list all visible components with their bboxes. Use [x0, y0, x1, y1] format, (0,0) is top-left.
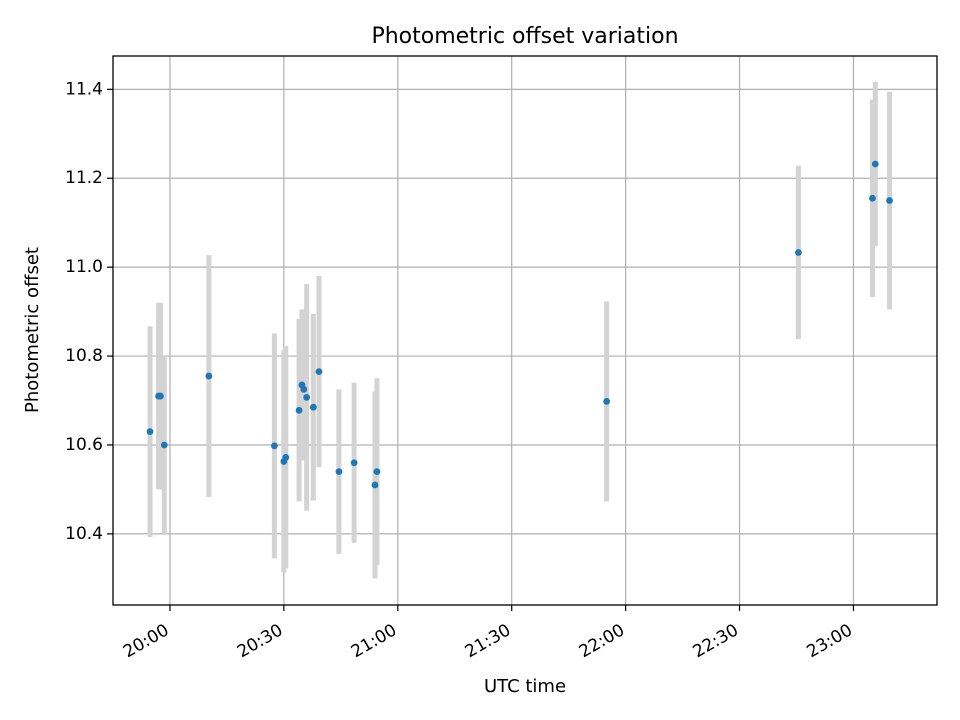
y-tick-label-3: 11.0	[65, 257, 103, 277]
y-tick-label-5: 11.4	[65, 79, 103, 99]
x-axis-label: UTC time	[484, 676, 566, 697]
data-point-0	[146, 428, 154, 436]
data-point-20	[869, 194, 876, 202]
data-point-2	[157, 392, 164, 400]
y-tick-label-2: 10.8	[65, 346, 103, 366]
data-point-14	[335, 468, 343, 476]
grid	[113, 56, 937, 605]
data-point-15	[350, 459, 358, 467]
chart-title: Photometric offset variation	[371, 24, 678, 49]
data-point-21	[871, 160, 879, 168]
data-point-18	[603, 398, 611, 405]
data-point-4	[205, 372, 213, 380]
data-points	[146, 160, 893, 489]
plot-frame	[112, 55, 938, 606]
y-tick-label-0: 10.4	[65, 524, 103, 544]
data-point-17	[373, 468, 381, 476]
data-point-19	[795, 249, 802, 256]
data-point-8	[295, 406, 303, 414]
data-point-11	[303, 394, 311, 401]
data-point-13	[315, 368, 323, 376]
data-point-16	[371, 481, 379, 489]
y-axis-ticks: 10.4 10.6 10.8 11.0 11.2 11.4	[65, 79, 113, 544]
data-point-5	[270, 442, 278, 450]
y-tick-label-1: 10.6	[65, 435, 103, 455]
y-axis-label: Photometric offset	[22, 247, 43, 413]
data-point-22	[886, 197, 893, 204]
data-point-12	[309, 403, 317, 411]
y-tick-label-4: 11.2	[65, 168, 103, 188]
data-point-7	[282, 454, 290, 461]
data-point-3	[160, 441, 168, 449]
data-point-10	[300, 386, 308, 393]
